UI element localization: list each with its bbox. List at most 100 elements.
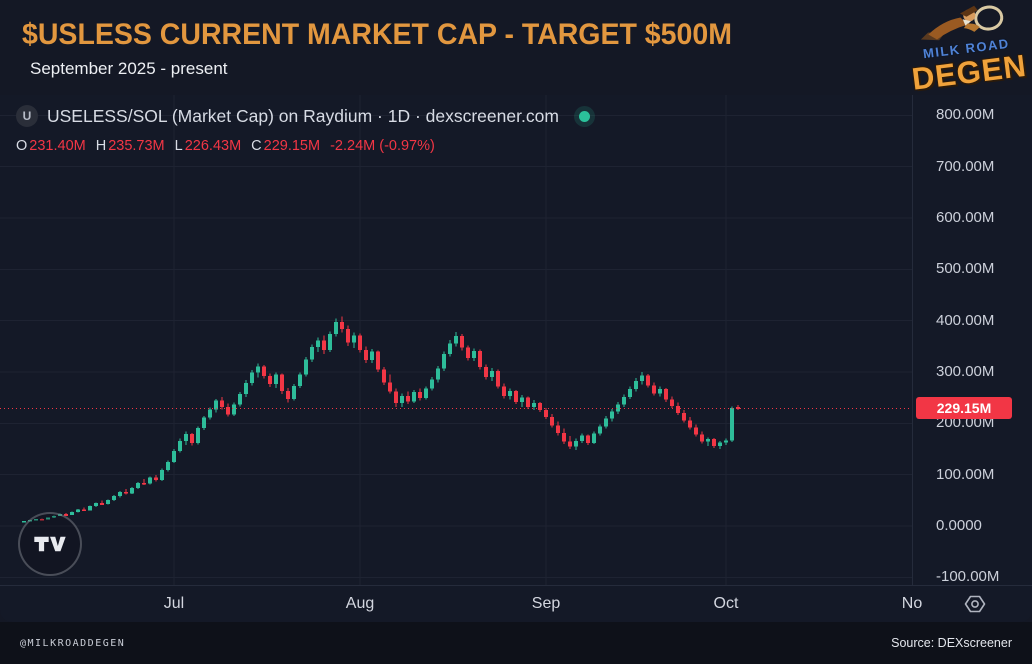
candle-body: [370, 351, 374, 361]
x-axis-month-tick: Jul: [163, 595, 185, 612]
x-axis-month-tick: Oct: [713, 595, 739, 612]
cowboy-icon: [920, 5, 1004, 41]
candle-body: [424, 388, 428, 399]
candle-body: [256, 366, 260, 373]
candle-body: [88, 506, 92, 511]
candle-body: [310, 346, 314, 360]
x-axis-month-tick: Aug: [345, 595, 375, 612]
candle-body: [556, 425, 560, 434]
candle-body: [76, 509, 80, 513]
candle-body: [580, 435, 584, 441]
candle-body: [292, 385, 296, 400]
chart-widget[interactable]: U USELESS/SOL (Market Cap) on Raydium · …: [0, 95, 1032, 622]
candle-body: [598, 426, 602, 434]
candle-body: [148, 477, 152, 484]
candle-body: [184, 434, 188, 441]
candle-body: [610, 411, 614, 419]
candle-body: [340, 322, 344, 329]
candle-body: [628, 388, 632, 398]
candle-body: [124, 492, 128, 494]
candle-body: [496, 370, 500, 387]
candle-body: [160, 470, 164, 481]
axis-settings-button[interactable]: [958, 589, 992, 619]
tradingview-logo[interactable]: [18, 512, 82, 576]
candle-body: [664, 388, 668, 400]
candle-body: [616, 404, 620, 412]
ohlc-row: O 231.40M H 235.73M L 226.43M C 229.15M …: [16, 138, 590, 154]
candle-body: [484, 366, 488, 378]
ohlc-high-label: H: [95, 138, 107, 154]
candle-body: [544, 409, 548, 418]
symbol-title[interactable]: USELESS/SOL (Market Cap) on Raydium · 1D…: [47, 105, 559, 126]
candle-body: [208, 409, 212, 418]
y-axis-tick: 800.00M: [936, 106, 995, 124]
candle-body: [280, 374, 284, 391]
candle-body: [514, 390, 518, 402]
ohlc-close-label: C: [251, 138, 262, 154]
candle-wick: [707, 437, 709, 446]
candle-body: [64, 514, 68, 516]
candle-body: [364, 349, 368, 361]
candle-body: [430, 379, 434, 389]
candle-body: [334, 322, 338, 335]
candle-body: [70, 512, 74, 515]
candle-body: [700, 434, 704, 442]
y-axis-tick: 400.00M: [936, 311, 995, 329]
candle-body: [250, 372, 254, 383]
candlestick-plot[interactable]: [0, 95, 912, 585]
candle-body: [238, 394, 242, 405]
candle-body: [538, 402, 542, 410]
candle-body: [412, 392, 416, 402]
candle-body: [658, 388, 662, 394]
candle-body: [520, 397, 524, 402]
candle-body: [166, 461, 170, 471]
footer-source: Source: DEXscreener: [891, 636, 1012, 650]
header-titles: $USLESS CURRENT MARKET CAP - TARGET $500…: [22, 18, 769, 79]
candle-body: [130, 488, 134, 494]
price-axis[interactable]: 800.00M 700.00M 600.00M 500.00M 400.00M 300.0…: [912, 95, 1032, 585]
y-axis-tick: 500.00M: [936, 260, 995, 278]
y-axis-tick: 300.00M: [936, 363, 995, 380]
ohlc-open-value: 231.40M: [29, 138, 86, 154]
candle-body: [670, 399, 674, 406]
candle-body: [178, 440, 182, 452]
candle-body: [646, 375, 650, 386]
page-footer: @MILKROADDEGEN Source: DEXscreener: [0, 622, 1032, 664]
candle-body: [526, 397, 530, 407]
candle-body: [652, 385, 656, 394]
chart-legend: U USELESS/SOL (Market Cap) on Raydium · …: [16, 103, 590, 154]
candle-body: [592, 433, 596, 443]
y-axis-tick: 100.00M: [936, 465, 995, 483]
candle-body: [268, 376, 272, 384]
candle-body: [640, 375, 644, 382]
candle-body: [676, 405, 680, 414]
candle-body: [82, 509, 86, 512]
y-axis-tick: 0.0000: [936, 517, 982, 534]
candle-body: [286, 390, 290, 400]
candle-body: [382, 369, 386, 383]
candle-body: [472, 350, 476, 359]
candle-body: [358, 335, 362, 350]
candle-body: [304, 359, 308, 375]
candle-body: [262, 366, 266, 377]
x-axis-month-tick: No: [901, 595, 923, 612]
candle-body: [688, 420, 692, 428]
page-subtitle: September 2025 - present: [30, 59, 228, 78]
ohlc-high-value: 235.73M: [108, 138, 165, 154]
ohlc-change: -2.24M (-0.97%): [330, 138, 435, 154]
candle-body: [448, 343, 452, 355]
candle-body: [94, 503, 98, 507]
candle-body: [550, 417, 554, 426]
last-price-label: 229.15M: [916, 397, 1012, 420]
candle-body: [562, 433, 566, 442]
candle-body: [190, 434, 194, 443]
candle-body: [112, 496, 116, 501]
time-axis[interactable]: Jul Aug Sep Oct No: [0, 585, 1032, 623]
candle-body: [532, 402, 536, 407]
candle-body: [316, 340, 320, 347]
candle-body: [478, 350, 482, 367]
page-title: $USLESS CURRENT MARKET CAP - TARGET $500…: [22, 18, 732, 51]
candle-body: [388, 382, 392, 392]
symbol-badge: U: [16, 105, 38, 127]
brand-logo: MILK ROAD DEGEN: [903, 0, 1029, 97]
